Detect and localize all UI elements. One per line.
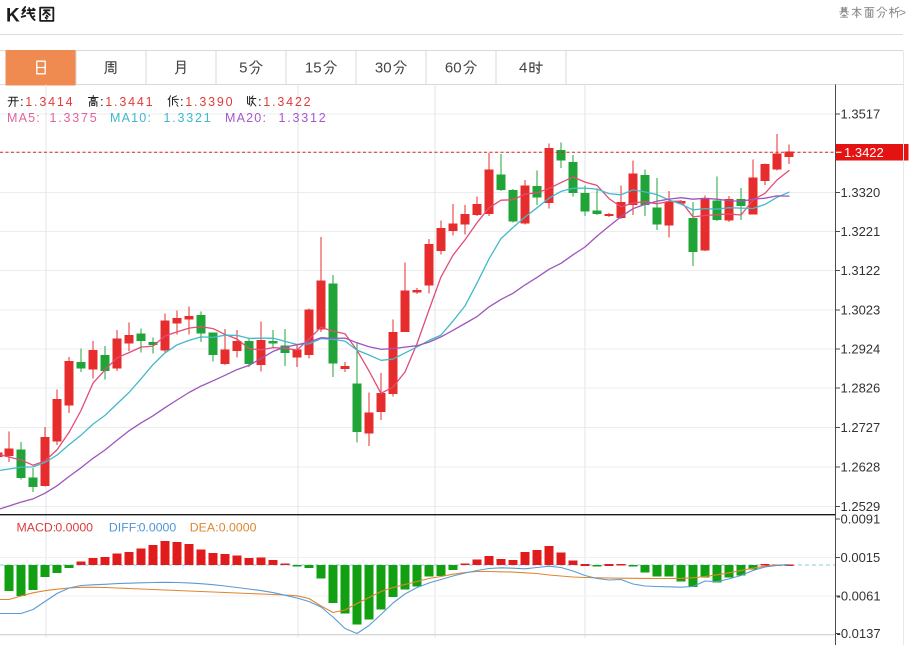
svg-text:1.3320: 1.3320	[841, 185, 881, 200]
svg-text:1.3390: 1.3390	[185, 95, 234, 109]
svg-text:30: 30	[375, 60, 392, 77]
svg-text:1.3422: 1.3422	[844, 145, 884, 160]
svg-text::: :	[180, 94, 184, 109]
svg-text:1.2924: 1.2924	[841, 341, 881, 356]
svg-text:MA5:: MA5:	[7, 111, 41, 125]
svg-text:>: >	[899, 6, 906, 20]
svg-text::: :	[258, 94, 262, 109]
svg-text:1.3023: 1.3023	[841, 302, 881, 317]
svg-text:DEA:: DEA:	[190, 521, 219, 535]
svg-text:1.3441: 1.3441	[105, 95, 154, 109]
svg-text:0.0000: 0.0000	[139, 521, 177, 535]
svg-text:K: K	[6, 6, 20, 27]
svg-text:1.2529: 1.2529	[841, 499, 881, 514]
svg-text:0.0091: 0.0091	[841, 511, 881, 526]
svg-text:-0.0061: -0.0061	[837, 588, 881, 603]
svg-text:DIFF:: DIFF:	[109, 521, 140, 535]
svg-text:1.3414: 1.3414	[25, 95, 74, 109]
svg-text:0.0015: 0.0015	[841, 550, 881, 565]
svg-text::: :	[20, 94, 24, 109]
svg-text:1.2628: 1.2628	[841, 459, 881, 474]
svg-text:-0.0137: -0.0137	[837, 626, 881, 641]
svg-text:60: 60	[445, 60, 462, 77]
svg-text:MACD:: MACD:	[17, 521, 57, 535]
svg-text:1.3422: 1.3422	[263, 95, 312, 109]
svg-text:0.0000: 0.0000	[219, 521, 257, 535]
svg-text:MA20:: MA20:	[225, 111, 267, 125]
svg-text:1.3122: 1.3122	[841, 263, 881, 278]
svg-text:1.2727: 1.2727	[841, 420, 881, 435]
svg-text:MA10:: MA10:	[110, 111, 152, 125]
svg-text:1.3321: 1.3321	[164, 111, 213, 125]
svg-text:5: 5	[239, 60, 247, 77]
svg-text:4: 4	[519, 60, 527, 77]
svg-text:1.2826: 1.2826	[841, 380, 881, 395]
svg-text:1.3517: 1.3517	[841, 106, 881, 121]
svg-text::: :	[100, 94, 104, 109]
svg-text:0.0000: 0.0000	[55, 521, 93, 535]
svg-text:1.3221: 1.3221	[841, 224, 881, 239]
svg-text:1.3375: 1.3375	[50, 111, 99, 125]
svg-text:1.3312: 1.3312	[279, 111, 328, 125]
svg-text:15: 15	[305, 60, 322, 77]
